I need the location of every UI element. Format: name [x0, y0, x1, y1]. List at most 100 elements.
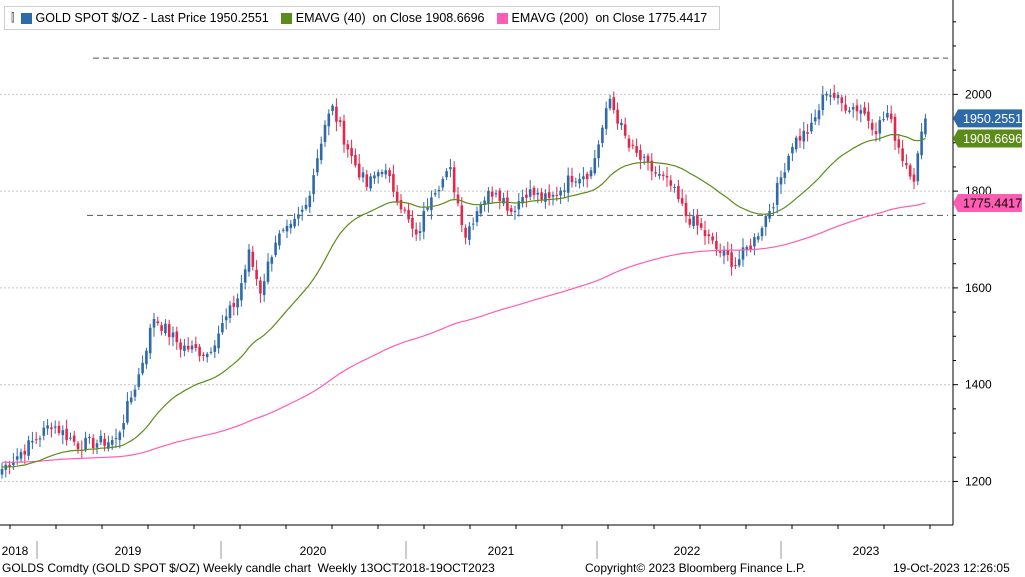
candle-up [38, 438, 42, 440]
candle-up [118, 432, 122, 440]
candle-down [338, 120, 342, 123]
candle-up [775, 182, 779, 205]
candle-up [114, 437, 118, 440]
candle-down [414, 229, 418, 235]
candle-up [12, 462, 15, 466]
candle-down [570, 176, 574, 183]
candle-up [15, 456, 19, 460]
candle-up [487, 190, 490, 204]
candle-up [479, 204, 483, 214]
candle-up [692, 216, 695, 227]
candle-down [407, 209, 410, 220]
candle-up [563, 190, 566, 192]
candle-up [673, 186, 676, 188]
y-tick-label: 2000 [965, 87, 992, 101]
candle-down [160, 325, 163, 331]
candle-up [270, 257, 274, 264]
candle-down [498, 190, 502, 201]
candle-up [593, 158, 597, 174]
x-tick-label: 2023 [853, 544, 880, 558]
candle-up [821, 94, 825, 111]
x-tick-label: 2019 [115, 544, 142, 558]
candle-up [217, 333, 220, 349]
candle-up [122, 423, 125, 430]
candle-up [924, 118, 927, 135]
candle-up [293, 218, 296, 227]
candle-down [555, 194, 559, 196]
candle-up [327, 113, 331, 127]
ema40-line [1, 134, 926, 468]
candle-down [251, 251, 255, 267]
candle-down [76, 443, 80, 450]
candle-up [137, 374, 141, 387]
candle-up [813, 117, 817, 122]
candle-down [749, 245, 752, 250]
candle-up [475, 211, 479, 223]
ema40-value-label-bg [953, 129, 1022, 148]
candle-down [506, 197, 509, 211]
candle-up [559, 190, 562, 196]
candle-down [726, 249, 730, 255]
candle-down [156, 321, 160, 324]
candle-up [422, 210, 426, 232]
ema200-line [2, 202, 926, 463]
last-price-label: 1950.2551 [963, 112, 1022, 126]
candle-down [186, 345, 190, 350]
candle-up [228, 305, 232, 319]
candle-down [844, 104, 847, 111]
candle-up [27, 440, 30, 456]
candle-down [627, 138, 631, 148]
candle-down [34, 439, 38, 441]
candle-up [361, 172, 365, 178]
candle-up [445, 171, 448, 178]
candle-up [331, 105, 334, 111]
candle-up [779, 177, 783, 185]
candle-up [449, 167, 452, 170]
candle-up [859, 110, 863, 114]
ema40-legend-label: EMAVG (40) on Close 1908.6696 [295, 11, 485, 25]
candle-down [452, 167, 456, 193]
candle-down [661, 174, 665, 176]
candle-down [707, 234, 711, 237]
candle-down [91, 438, 95, 449]
candle-down [509, 208, 513, 212]
candle-down [730, 252, 733, 267]
candle-up [753, 237, 756, 247]
candle-down [350, 148, 353, 157]
candle-up [266, 261, 270, 282]
candle-down [532, 187, 536, 196]
candle-up [437, 189, 441, 192]
candle-up [209, 351, 213, 353]
candle-chart-icon: ⫿ [11, 11, 15, 24]
candle-up [468, 226, 471, 240]
candle-up [517, 201, 521, 210]
ema200-value-label-group: 1775.4417 [953, 194, 1022, 213]
ema200-value-label-bg [953, 194, 1022, 213]
candle-up [566, 175, 570, 193]
candle-up [323, 124, 327, 142]
candle-down [889, 113, 893, 120]
candle-down [715, 240, 718, 250]
candle-down [259, 280, 262, 294]
y-tick-label: 1600 [965, 281, 992, 295]
candle-up [851, 107, 855, 110]
candle-up [69, 437, 72, 439]
candle-down [734, 265, 737, 267]
candle-down [175, 331, 179, 343]
candle-down [840, 97, 844, 104]
candle-down [202, 354, 205, 356]
candle-up [304, 204, 308, 209]
candle-up [544, 193, 547, 202]
ema200-legend-label: EMAVG (200) on Close 1775.4417 [511, 11, 708, 25]
footer-description: GOLDS Comdty (GOLD SPOT $/OZ) Weekly can… [2, 561, 495, 575]
candle-down [540, 192, 543, 200]
candle-down [354, 155, 357, 166]
candle-down [893, 116, 897, 141]
candle-up [61, 430, 65, 436]
candle-up [502, 197, 505, 204]
last-price-label-group: 1950.2551 [953, 109, 1022, 128]
candle-up [426, 207, 429, 210]
candle-down [806, 132, 809, 134]
candle-down [388, 170, 391, 177]
candle-up [620, 122, 623, 126]
